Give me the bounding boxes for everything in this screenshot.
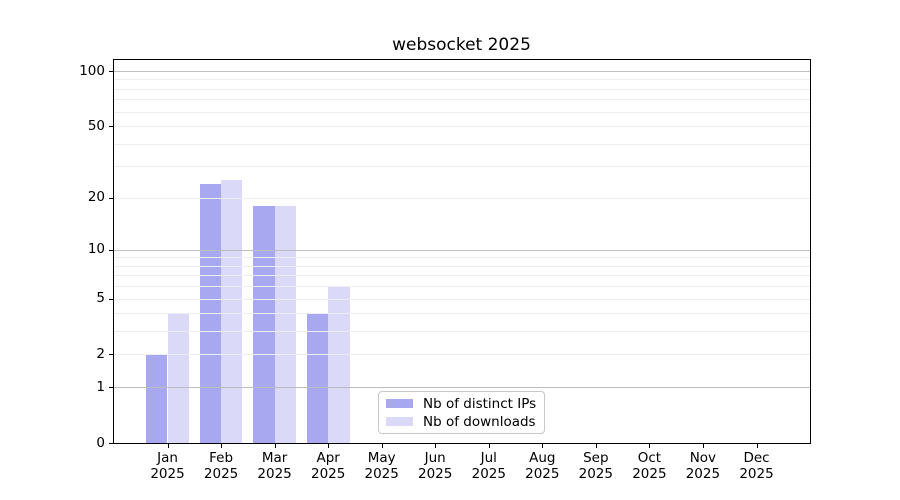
x-tick-label-aug: Aug 2025 <box>525 450 560 482</box>
x-tick-mark-may <box>381 444 383 448</box>
bar-downloads-feb <box>221 180 243 443</box>
y-tick-mark-1 <box>109 387 114 389</box>
bars-layer <box>114 60 810 443</box>
x-tick-mark-jun <box>435 444 437 448</box>
x-tick-label-sep: Sep 2025 <box>578 450 613 482</box>
x-tick-label-oct: Oct 2025 <box>632 450 667 482</box>
bar-ips-feb <box>199 183 222 443</box>
x-tick-label-may: May 2025 <box>364 450 399 482</box>
y-tick-label-5: 5 <box>96 290 105 307</box>
y-tick-label-0: 0 <box>96 434 105 451</box>
x-tick-mark-feb <box>221 444 223 448</box>
chart-title: websocket 2025 <box>392 35 531 55</box>
plot-area <box>113 59 811 444</box>
y-tick-mark-100 <box>109 71 114 72</box>
x-tick-mark-nov <box>702 444 704 448</box>
x-tick-label-apr: Apr 2025 <box>311 450 346 482</box>
x-tick-mark-sep <box>595 444 597 448</box>
y-tick-label-2: 2 <box>96 345 105 362</box>
bar-ips-apr <box>306 313 329 443</box>
bar-ips-mar <box>253 205 275 443</box>
x-tick-label-jun: Jun 2025 <box>418 450 453 482</box>
legend-swatch-distinct-ips <box>386 398 413 409</box>
y-tick-mark-2 <box>109 354 114 356</box>
y-tick-label-1: 1 <box>96 378 105 395</box>
x-tick-mark-mar <box>274 444 276 448</box>
bar-downloads-mar <box>274 205 296 443</box>
bar-downloads-jan <box>167 313 189 443</box>
x-tick-mark-dec <box>756 444 758 448</box>
x-tick-label-mar: Mar 2025 <box>257 450 292 482</box>
legend: Nb of distinct IPs Nb of downloads <box>378 391 545 434</box>
legend-label-downloads: Nb of downloads <box>423 413 536 430</box>
x-tick-mark-jan <box>167 444 169 448</box>
y-tick-mark-50 <box>109 126 114 128</box>
x-tick-mark-jul <box>488 444 490 448</box>
legend-item-downloads: Nb of downloads <box>386 415 544 429</box>
x-tick-mark-apr <box>328 444 330 448</box>
x-tick-mark-oct <box>649 444 651 448</box>
bar-ips-jan <box>146 354 168 443</box>
x-tick-label-feb: Feb 2025 <box>203 450 239 482</box>
y-tick-label-10: 10 <box>87 241 105 258</box>
y-tick-mark-10 <box>109 249 114 251</box>
y-tick-mark-5 <box>109 298 114 300</box>
y-tick-mark-20 <box>109 197 114 199</box>
legend-swatch-downloads <box>386 416 413 427</box>
x-tick-label-jan: Jan 2025 <box>150 450 185 482</box>
x-tick-label-jul: Jul 2025 <box>471 450 506 482</box>
y-tick-label-20: 20 <box>87 189 105 206</box>
y-tick-mark-0 <box>109 443 114 444</box>
y-tick-label-50: 50 <box>87 117 105 134</box>
x-tick-mark-aug <box>542 444 544 448</box>
legend-item-distinct-ips: Nb of distinct IPs <box>386 397 544 411</box>
bar-downloads-apr <box>328 286 350 443</box>
x-tick-label-nov: Nov 2025 <box>685 450 721 482</box>
x-tick-label-dec: Dec 2025 <box>739 450 774 482</box>
legend-label-distinct-ips: Nb of distinct IPs <box>423 395 537 412</box>
y-tick-label-100: 100 <box>79 62 105 79</box>
